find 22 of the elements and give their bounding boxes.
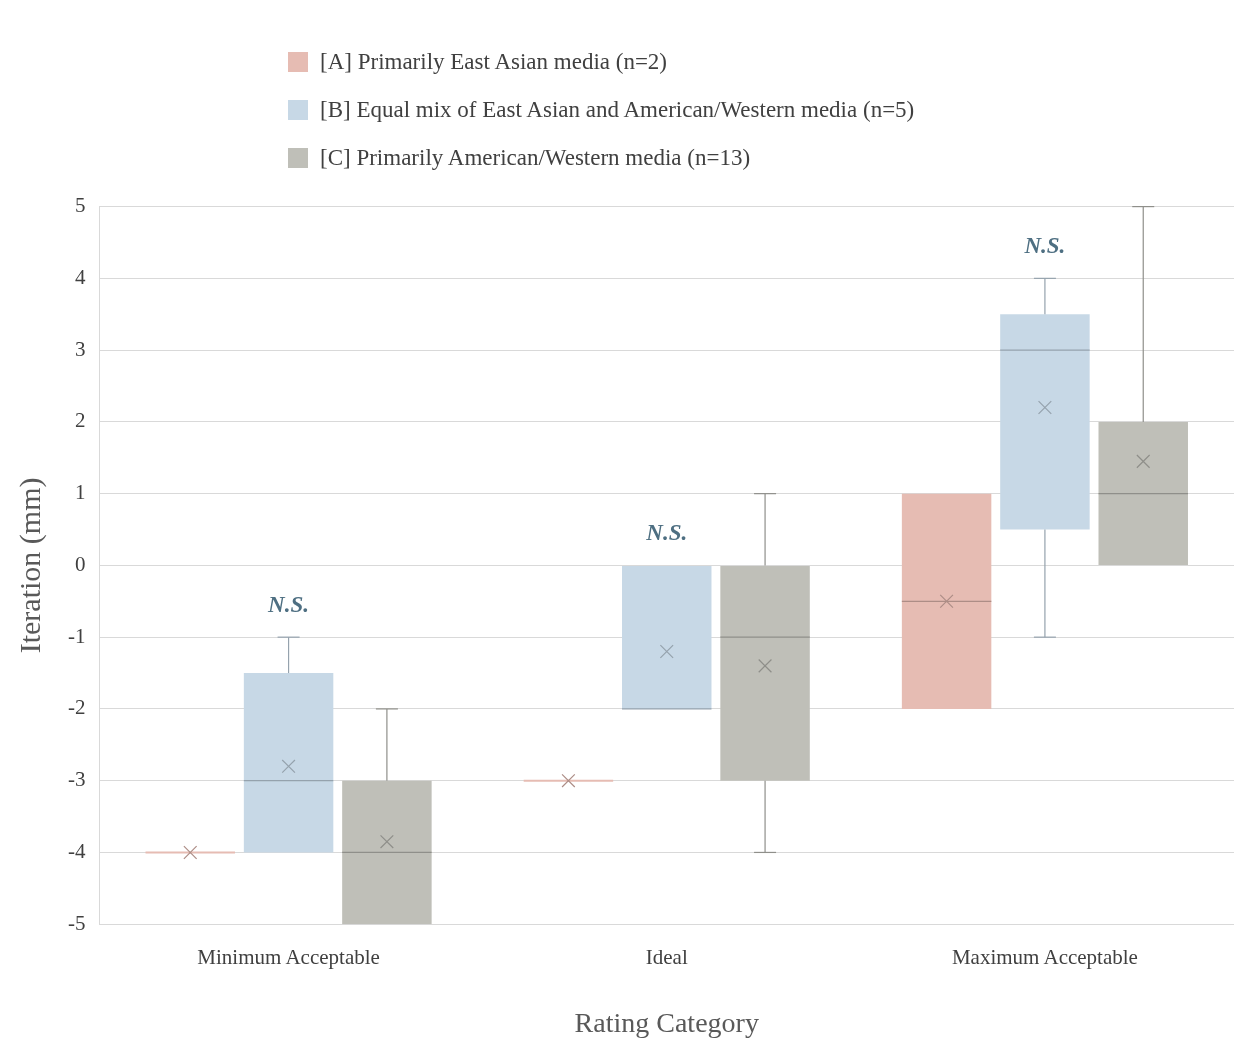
y-axis-title: Iteration (mm) xyxy=(12,477,47,654)
x-tick-label: Minimum Acceptable xyxy=(197,945,380,970)
annotation: N.S. xyxy=(267,591,310,617)
legend-label: [A] Primarily East Asian media (n=2) xyxy=(320,49,668,75)
x-tick-label: Maximum Acceptable xyxy=(951,945,1138,970)
legend-label: [C] Primarily American/Western media (n=13) xyxy=(320,145,751,171)
y-tick-label: 4 xyxy=(74,264,86,289)
y-tick-label: -1 xyxy=(67,623,86,648)
y-tick-label: -5 xyxy=(67,910,86,935)
y-tick-label: 3 xyxy=(74,336,86,361)
annotation: N.S. xyxy=(645,519,688,545)
y-tick-label: -4 xyxy=(67,838,86,863)
y-tick-label: -3 xyxy=(67,767,86,792)
y-tick-label: 1 xyxy=(74,480,86,505)
legend-label: [B] Equal mix of East Asian and American/Western media (n=5) xyxy=(320,97,915,123)
y-tick-label: 2 xyxy=(74,408,86,433)
x-tick-label: Ideal xyxy=(645,945,688,970)
annotation: N.S. xyxy=(1023,232,1066,258)
x-axis-title: Rating Category xyxy=(574,1006,759,1038)
y-tick-label: 5 xyxy=(74,193,86,218)
y-tick-label: -2 xyxy=(67,695,86,720)
y-tick-label: 0 xyxy=(74,551,86,576)
